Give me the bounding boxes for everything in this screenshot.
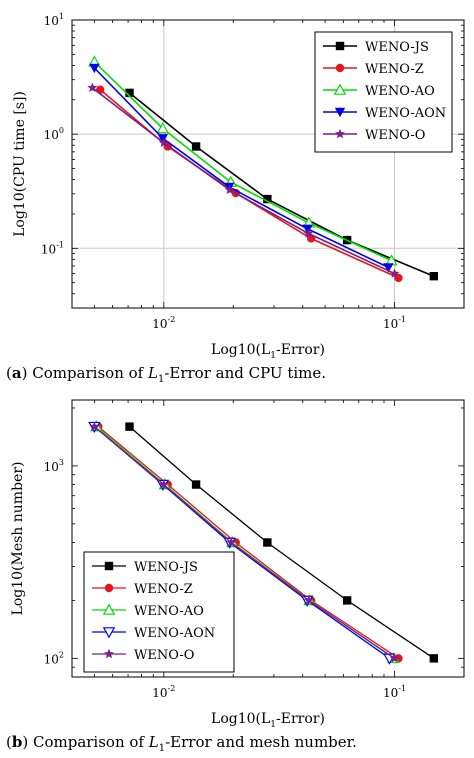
x-axis-label: Log10(L1-Error) [211,711,325,730]
legend-marker [333,83,347,95]
data-point [226,537,237,547]
legend-label: WENO-Z [134,582,193,597]
series-weno-o [89,421,400,663]
legend-marker [335,128,345,139]
legend-label: WENO-AON [134,626,215,641]
legend-marker [335,41,345,51]
data-point [383,263,394,273]
legend-label: WENO-O [365,128,425,143]
y-axis-label: Log10(CPU time [s]) [12,91,28,237]
legend-marker [334,107,346,118]
legend-label: WENO-AO [365,84,435,99]
data-point [156,122,170,134]
legend-label: WENO-JS [365,40,429,55]
caption-b: (b) Comparison of L1-Error and mesh numb… [6,733,357,754]
legend-label: WENO-AO [134,604,204,619]
legend-marker [104,561,114,571]
data-point [191,480,201,489]
data-point [191,142,201,151]
y-tick-label: 102 [44,650,64,666]
legend-label: WENO-JS [134,560,198,575]
legend-marker [104,583,114,593]
legend-marker [102,627,116,639]
x-tick-label: 10-1 [383,315,406,331]
legend-label: WENO-O [134,648,194,663]
legend-marker [335,63,345,73]
caption-a: (a) Comparison of L1-Error and CPU time. [6,364,327,385]
legend-label: WENO-AON [365,106,446,121]
legend-label: WENO-Z [365,62,424,77]
data-point [389,653,400,663]
data-point [87,82,98,92]
data-point [89,421,100,431]
x-tick-label: 10-2 [152,315,175,331]
data-point [89,63,100,74]
x-tick-label: 10-1 [383,684,406,700]
series-weno-o [87,82,400,278]
y-tick-label: 10-1 [41,240,64,256]
data-point [429,654,439,663]
y-tick-label: 103 [44,458,64,474]
data-point [302,224,313,235]
data-point [224,184,235,195]
y-axis-label: Log10(Mesh number) [10,462,26,616]
x-tick-label: 10-2 [152,684,175,700]
y-tick-label: 101 [44,12,64,28]
data-point [263,538,272,547]
data-point [389,268,400,278]
series-weno-js [125,422,439,663]
x-axis-label: Log10(L1-Error) [211,342,325,360]
data-point [303,595,314,605]
chart-cpu-time: 10-2 10-1 10-1 100 101 Log10(L1-Error) Log10(C… [12,12,465,360]
y-tick-label: 100 [44,126,64,142]
data-point [263,194,272,204]
plot-frame [71,19,465,309]
data-point [125,422,134,431]
legend-marker [104,648,114,659]
data-point [342,596,352,605]
data-point [125,88,134,98]
data-point [157,134,169,144]
legend-marker [102,603,116,615]
data-point [429,271,439,281]
data-point [95,85,105,94]
data-point [158,137,169,148]
data-point [158,479,169,489]
data-point [303,228,314,238]
chart-mesh-number: 10-2 10-1 102 103 Log10(L1-Error) Log10(Mesh … [10,399,465,730]
plot-frame [71,399,465,678]
